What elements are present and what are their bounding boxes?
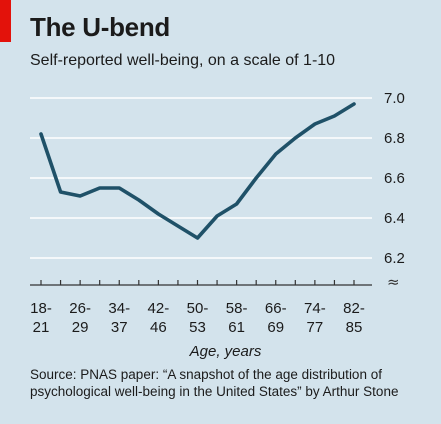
data-point [157,213,160,215]
gridlines [30,97,372,259]
data-point [216,215,218,217]
y-tick-label: 6.4 [384,210,405,227]
data-point [138,199,140,201]
x-tick-labels: 18- 21 26- 29 34- 37 42- 46 50- 53 58- 61 66- 69 74- 77… [30,300,365,336]
chart-title: The U-bend [30,12,170,42]
x-tick-label-bottom: 85 [346,319,363,336]
x-tick-label-bottom: 29 [72,319,89,336]
y-tick-label: 7.0 [384,90,405,107]
x-tick-label-bottom: 77 [307,319,324,336]
x-tick-label-top: 82- [343,300,365,317]
data-point [333,115,336,117]
x-tick-label-top: 50- [187,300,209,317]
axis-break-symbol: ≈ [387,273,400,291]
x-axis: ≈ [30,273,400,291]
x-tick-label-bottom: 69 [267,319,284,336]
series-well-being [39,102,356,240]
accent-tag [0,0,11,42]
y-tick-label: 6.6 [384,170,405,187]
data-point [255,177,257,179]
x-tick-label-bottom: 37 [111,319,128,336]
y-tick-labels: 7.0 6.8 6.6 6.4 6.2 [384,90,405,267]
data-point [177,225,179,227]
x-axis-title: Age, years [189,343,262,360]
data-point [235,203,238,205]
x-tick-label-top: 34- [108,300,130,317]
x-tick-label-bottom: 46 [150,319,167,336]
data-point [40,133,42,135]
data-point [196,237,199,239]
data-point [98,187,101,189]
x-tick-label-bottom: 21 [33,319,50,336]
x-tick-label-bottom: 61 [228,319,245,336]
y-tick-label: 6.2 [384,250,405,267]
y-tick-label: 6.8 [384,130,405,147]
x-tick-label-top: 18- [30,300,52,317]
data-point [274,153,277,155]
x-tick-label-top: 26- [69,300,91,317]
x-tick-label-top: 74- [304,300,326,317]
data-point [353,103,355,105]
x-tick-label-top: 42- [148,300,170,317]
x-tick-label-top: 66- [265,300,287,317]
data-point [59,191,62,193]
data-point [294,137,297,139]
data-point [79,195,81,197]
chart-subtitle: Self-reported well-being, on a scale of … [30,52,336,69]
source-note: Source: PNAS paper: “A snapshot of the a… [30,367,399,399]
data-point [118,187,121,189]
data-point [314,123,316,125]
x-tick-label-top: 58- [226,300,248,317]
x-tick-label-bottom: 53 [189,319,206,336]
